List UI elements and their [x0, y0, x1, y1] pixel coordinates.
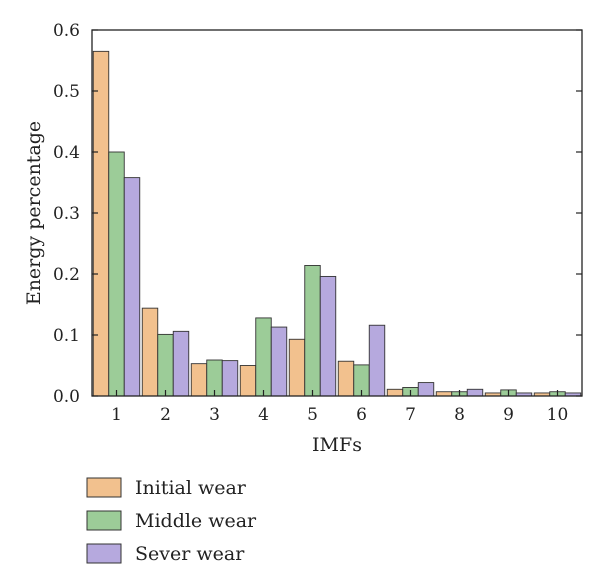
y-tick-label: 0.5	[53, 82, 80, 102]
bars-layer	[92, 50, 582, 397]
legend-swatch-3	[86, 543, 122, 564]
bar-3-imf-8	[466, 388, 484, 397]
bar-1-imf-2	[141, 307, 159, 397]
bar-3-imf-5	[319, 275, 337, 397]
bar-1-imf-1	[92, 50, 110, 397]
legend-swatch-1	[86, 477, 122, 498]
x-tick-label: 2	[160, 405, 171, 425]
bar-3-imf-6	[368, 324, 386, 397]
bar-1-imf-7	[386, 388, 404, 397]
x-tick-label: 5	[307, 405, 318, 425]
y-tick-label: 0.3	[53, 204, 80, 224]
x-tick-label: 9	[503, 405, 514, 425]
y-tick-label: 0.0	[53, 387, 80, 407]
bar-3-imf-2	[172, 330, 190, 397]
bar-2-imf-4	[255, 317, 272, 397]
x-axis: 1 2 3 4 5 6 7 8 9 10	[111, 390, 568, 425]
bar-1-imf-6	[337, 360, 355, 397]
x-tick-label: 10	[547, 405, 569, 425]
legend-swatch-2	[86, 510, 122, 531]
y-tick-label: 0.6	[53, 21, 80, 41]
x-tick-label: 7	[405, 405, 416, 425]
bar-1-imf-4	[239, 365, 257, 397]
y-tick-label: 0.2	[53, 265, 80, 285]
bar-3-imf-1	[123, 177, 141, 397]
bar-3-imf-3	[221, 360, 239, 397]
x-axis-title: IMFs	[312, 434, 362, 456]
x-tick-label: 8	[454, 405, 465, 425]
y-axis: 0.0 0.1 0.2 0.3 0.4 0.5 0.6	[53, 21, 582, 407]
bar-3-imf-7	[417, 382, 435, 397]
y-axis-title: Energy percentage	[23, 121, 45, 305]
bar-2-imf-2	[157, 333, 174, 397]
bar-1-imf-3	[190, 363, 208, 397]
x-tick-label: 3	[209, 405, 220, 425]
y-tick-label: 0.4	[53, 143, 80, 163]
legend-label-2: Middle wear	[135, 510, 257, 532]
x-tick-label: 1	[111, 405, 122, 425]
bar-2-imf-5	[304, 265, 321, 397]
y-tick-label: 0.1	[53, 326, 80, 346]
x-tick-label: 4	[258, 405, 269, 425]
bar-3-imf-4	[270, 326, 288, 397]
legend-label-1: Initial wear	[135, 477, 247, 499]
legend-label-3: Sever wear	[135, 543, 245, 565]
x-tick-label: 6	[356, 405, 367, 425]
legend: Initial wear Middle wear Sever wear	[86, 477, 257, 565]
bar-1-imf-5	[288, 338, 306, 397]
bar-2-imf-1	[108, 151, 125, 397]
